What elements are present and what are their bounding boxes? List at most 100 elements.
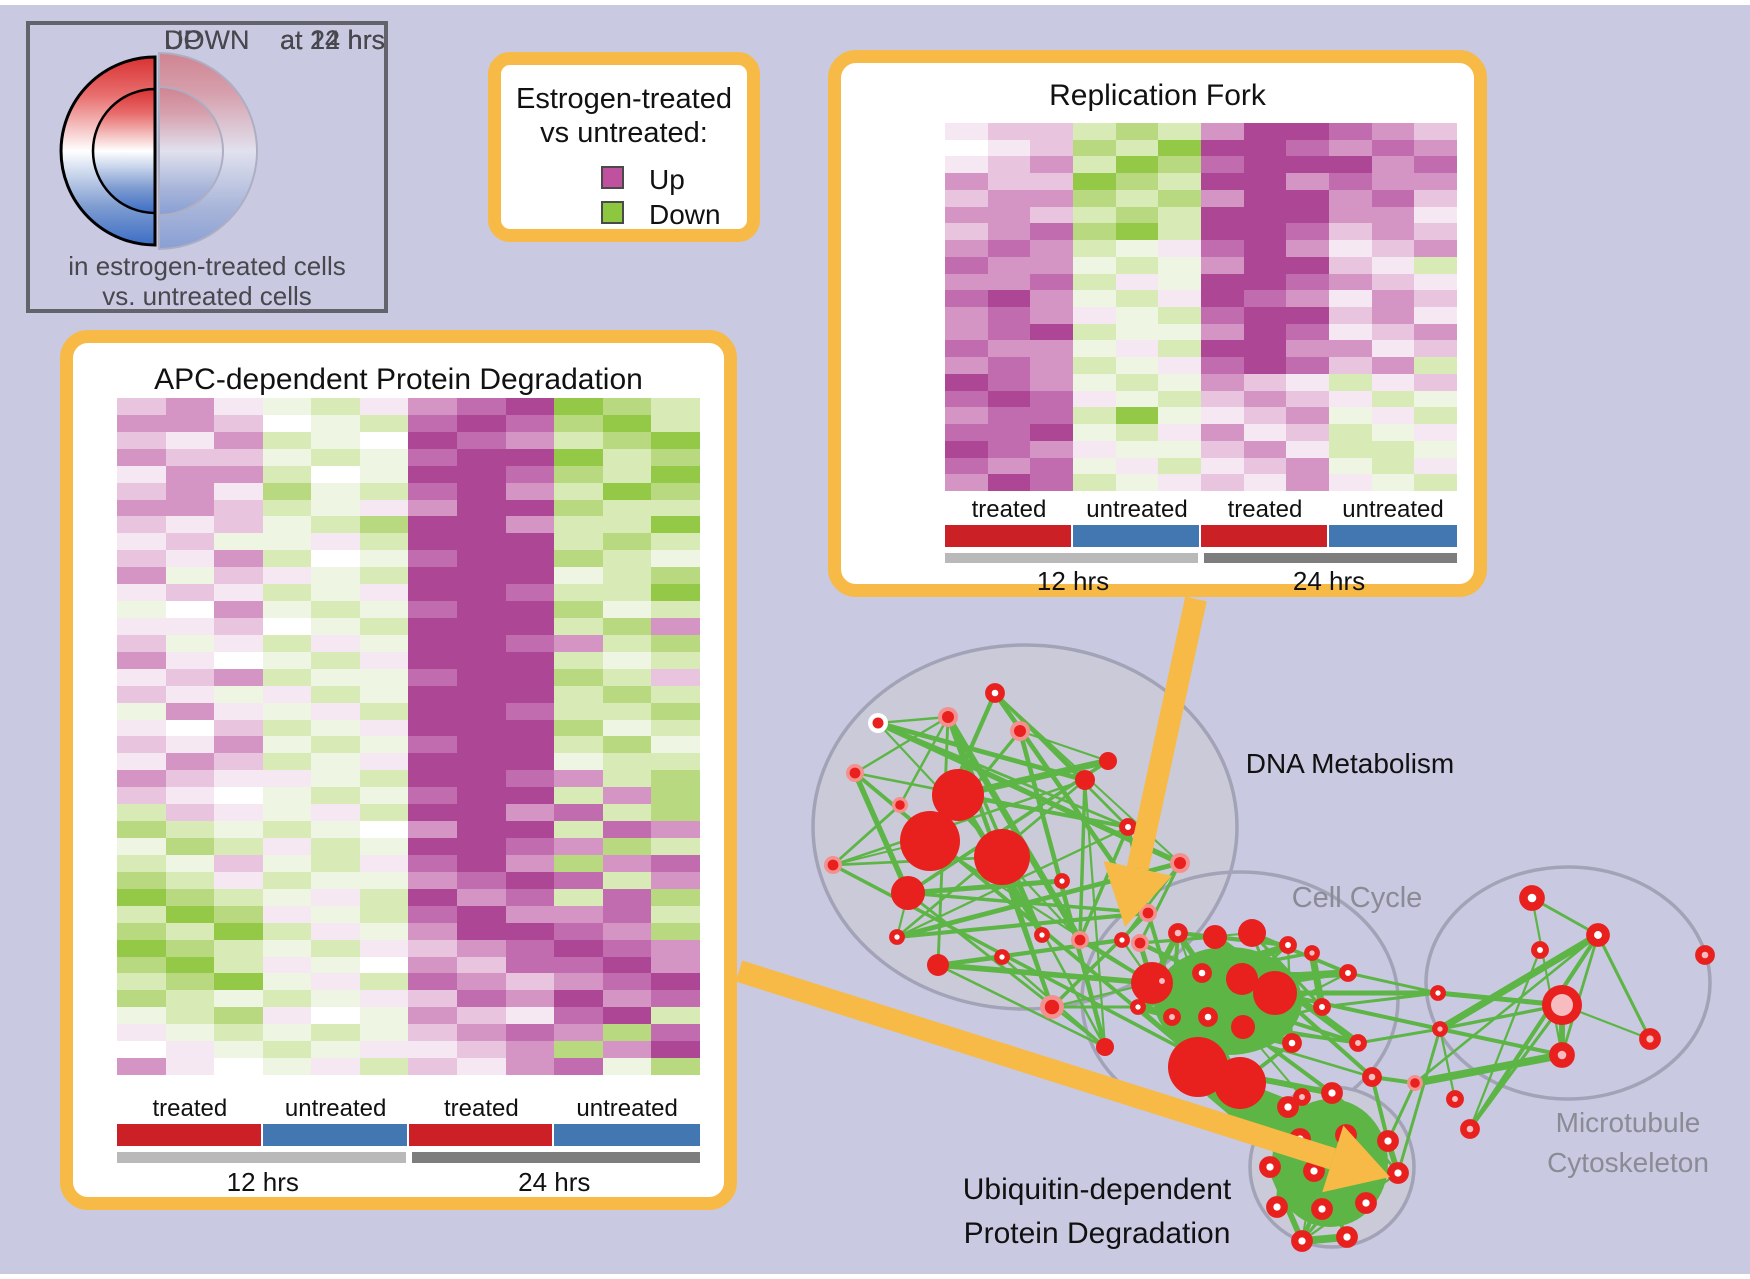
heatmap-cell	[311, 414, 360, 432]
heatmap-cell	[408, 1041, 458, 1059]
heatmap-cell	[262, 533, 312, 551]
heatmap-cell	[262, 821, 312, 839]
heatmap-cell	[1329, 407, 1372, 425]
heatmap-cell	[117, 1058, 166, 1075]
heatmap-cell	[214, 753, 263, 771]
group-label-treated: treated	[152, 1095, 228, 1122]
heatmap-cell	[1201, 440, 1244, 458]
network-edge	[1078, 779, 1087, 941]
ub-node	[1266, 1196, 1288, 1218]
heatmap-cell	[602, 431, 652, 449]
heatmap-cell	[311, 398, 360, 415]
heatmap-cell	[1158, 340, 1201, 358]
heatmap-cell	[505, 922, 555, 940]
heatmap-cell	[408, 398, 458, 415]
heatmap-cell	[117, 956, 166, 974]
dna-node	[1142, 907, 1154, 919]
heatmap-cell	[457, 922, 506, 940]
heatmap-cell	[987, 373, 1031, 391]
heatmap-cell	[602, 787, 652, 805]
ring-legend-time-up24: at 24 hrs	[280, 25, 386, 55]
heatmap-cell	[1371, 457, 1415, 475]
heatmap-cell	[359, 939, 409, 957]
heatmap-cell	[1329, 323, 1372, 341]
heatmap-cell	[1030, 357, 1073, 374]
heatmap-cell	[165, 922, 215, 940]
heatmap-cell	[1243, 139, 1287, 157]
heatmap-cell	[602, 702, 652, 720]
network-edge	[898, 716, 950, 806]
heatmap-cell	[1329, 256, 1372, 274]
heatmap-cell	[117, 888, 166, 906]
heatmap-cell	[262, 787, 312, 805]
heatmap-cell	[117, 854, 166, 872]
heatmap-cell	[1243, 156, 1287, 174]
heatmap-cell	[602, 854, 652, 872]
heatmap-cell	[359, 854, 409, 872]
dna-node	[927, 954, 949, 976]
heatmap-cell	[408, 838, 458, 855]
heatmap-cell	[505, 871, 555, 889]
heatmap-cell	[1030, 323, 1073, 341]
heatmap-cell	[359, 719, 409, 737]
mt-node	[1531, 941, 1549, 959]
heatmap-cell	[408, 516, 458, 534]
heatmap-cell	[505, 584, 555, 602]
heatmap-cell	[1243, 306, 1287, 324]
heatmap-cell	[165, 1041, 215, 1059]
heatmap-cell	[117, 668, 166, 686]
heatmap-cell	[214, 1007, 263, 1025]
heatmap-cell	[1030, 373, 1073, 391]
heatmap-cell	[1115, 440, 1159, 458]
heatmap-cell	[554, 804, 603, 822]
heatmap-cell	[651, 601, 700, 619]
heatmap-cell	[554, 448, 603, 466]
heatmap-cell	[651, 448, 700, 466]
heatmap-cell	[1286, 173, 1329, 190]
heatmap-cell	[505, 939, 555, 957]
heatmap-cell	[945, 390, 988, 408]
heatmap-cell	[1158, 306, 1201, 324]
microtubule-cluster	[1424, 865, 1712, 1101]
heatmap-cell	[945, 189, 988, 207]
heatmap-cell	[359, 1041, 409, 1059]
heatmap-cell	[408, 702, 458, 720]
cc-node	[1134, 937, 1146, 949]
heatmap-cell	[311, 804, 360, 822]
heatmap-cell	[602, 601, 652, 619]
heatmap-cell	[505, 990, 555, 1008]
heatmap-cell	[1073, 474, 1116, 491]
heatmap-cell	[651, 516, 700, 534]
heatmap-cell	[1243, 390, 1287, 408]
heatmap-cell	[1158, 373, 1201, 391]
heatmap-cell	[1073, 206, 1116, 224]
heatmap-cell	[945, 173, 988, 190]
heatmap-cell	[505, 736, 555, 754]
heatmap-cell	[1329, 206, 1372, 224]
heatmap-cell	[1286, 256, 1329, 274]
bar-12hrs	[117, 1152, 406, 1163]
heatmap-cell	[1243, 273, 1287, 291]
heatmap-cell	[165, 448, 215, 466]
dna-node	[895, 800, 905, 810]
heatmap-cell	[1371, 189, 1415, 207]
heatmap-cell	[262, 414, 312, 432]
network-edge	[1414, 1051, 1563, 1087]
heatmap-cell	[359, 431, 409, 449]
heatmap-cell	[457, 990, 506, 1008]
heatmap-cell	[651, 685, 700, 703]
heatmap-cell	[165, 871, 215, 889]
heatmap-cell	[1073, 407, 1116, 425]
heatmap-cell	[408, 567, 458, 585]
heatmap-cell	[602, 838, 652, 855]
heatmap-cell	[651, 398, 700, 415]
heatmap-cell	[214, 634, 263, 652]
heatmap-cell	[945, 206, 988, 224]
mt-node	[1460, 1119, 1480, 1139]
heatmap-cell	[602, 398, 652, 415]
heatmap-cell	[457, 550, 506, 568]
heatmap-cell	[359, 1024, 409, 1042]
heatmap-cell	[117, 398, 166, 415]
heatmap-cell	[602, 516, 652, 534]
